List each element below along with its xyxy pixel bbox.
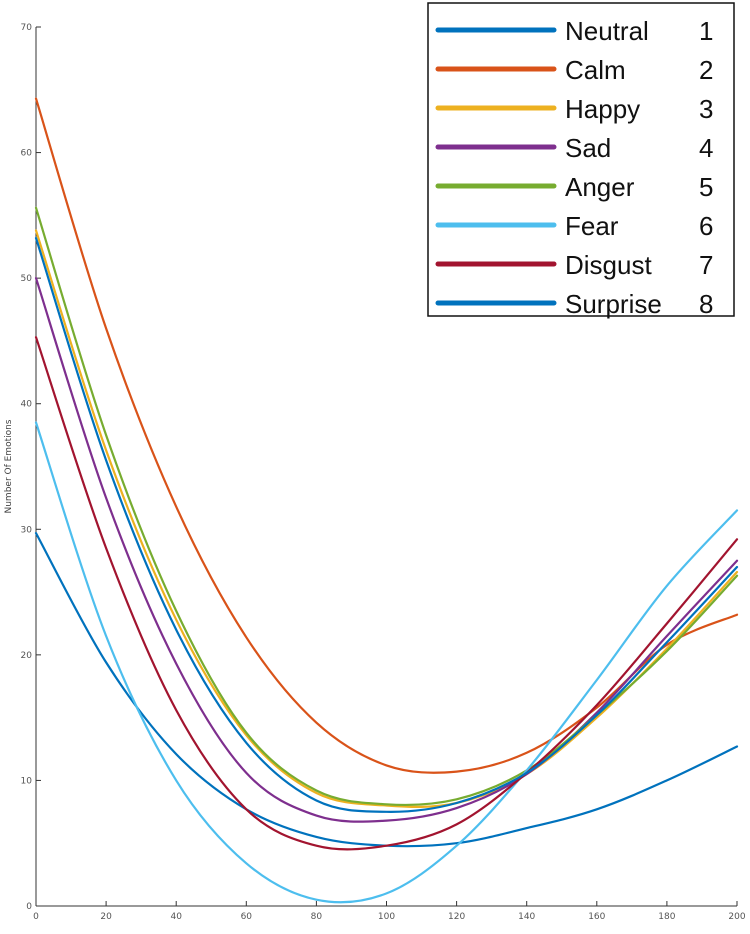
legend-label-neutral: Neutral bbox=[565, 16, 649, 46]
x-tick-label: 180 bbox=[658, 912, 675, 922]
series-line-disgust bbox=[34, 336, 739, 851]
y-tick-label: 50 bbox=[21, 274, 33, 284]
series-line-calm bbox=[34, 97, 739, 774]
y-tick-label: 70 bbox=[21, 23, 33, 33]
y-tick-label: 40 bbox=[21, 400, 33, 410]
y-tick-label: 60 bbox=[21, 149, 33, 159]
legend-label-fear: Fear bbox=[565, 211, 619, 241]
series-line-fear bbox=[34, 421, 739, 904]
legend-label-sad: Sad bbox=[565, 133, 611, 163]
plot-area: 0 20 40 60 80 100 120 140 160 180 200 0 10 20 30 40 50 60… bbox=[4, 23, 746, 922]
legend-code-surprise: 8 bbox=[699, 289, 713, 319]
y-tick-label: 0 bbox=[26, 902, 32, 912]
series-line-surprise bbox=[34, 236, 739, 813]
x-tick-label: 100 bbox=[378, 912, 395, 922]
x-tick-label: 80 bbox=[311, 912, 323, 922]
legend-code-fear: 6 bbox=[699, 211, 713, 241]
legend-label-anger: Anger bbox=[565, 172, 635, 202]
legend-label-calm: Calm bbox=[565, 55, 626, 85]
x-tick-label: 0 bbox=[33, 912, 39, 922]
series-line-neutral bbox=[34, 532, 739, 848]
x-tick-label: 20 bbox=[100, 912, 112, 922]
legend-code-anger: 5 bbox=[699, 172, 713, 202]
legend-label-disgust: Disgust bbox=[565, 250, 652, 280]
y-tick-label: 30 bbox=[21, 525, 33, 535]
y-tick-label: 20 bbox=[21, 651, 33, 661]
legend-code-sad: 4 bbox=[699, 133, 713, 163]
x-tick-label: 40 bbox=[170, 912, 182, 922]
x-tick-label: 60 bbox=[241, 912, 253, 922]
x-tick-label: 120 bbox=[448, 912, 465, 922]
y-axis-title: Number Of Emotions bbox=[4, 419, 14, 513]
legend-code-happy: 3 bbox=[699, 94, 713, 124]
x-tick-label: 160 bbox=[588, 912, 605, 922]
series-line-sad bbox=[34, 277, 739, 823]
legend-label-happy: Happy bbox=[565, 94, 640, 124]
legend-code-neutral: 1 bbox=[699, 16, 713, 46]
legend-code-disgust: 7 bbox=[699, 250, 713, 280]
series-line-happy bbox=[34, 229, 739, 809]
y-tick-label: 10 bbox=[21, 776, 33, 786]
legend-label-surprise: Surprise bbox=[565, 289, 662, 319]
x-tick-label: 140 bbox=[518, 912, 535, 922]
series-line-anger bbox=[34, 206, 739, 807]
legend-code-calm: 2 bbox=[699, 55, 713, 85]
legend: Neutral 1 Calm 2 Happy 3 Sad 4 Anger 5 Fear 6 Disgus… bbox=[427, 2, 735, 319]
x-tick-label: 200 bbox=[728, 912, 745, 922]
